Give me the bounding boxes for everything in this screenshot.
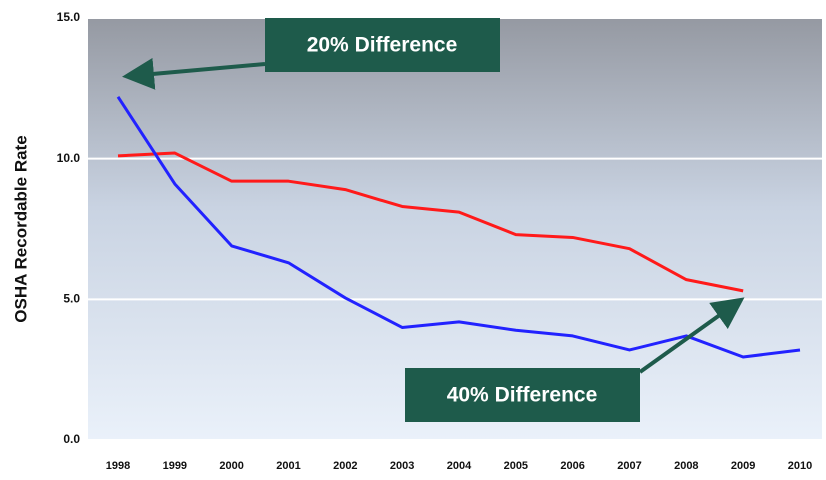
x-tick-label: 2000: [219, 460, 243, 472]
annotation-box: [265, 18, 500, 72]
x-tick-label: 2008: [674, 460, 698, 472]
y-tick-label: 0.0: [63, 432, 80, 446]
x-tick-label: 2007: [617, 460, 641, 472]
arrow: [122, 57, 266, 90]
x-tick-label: 2005: [504, 460, 528, 472]
x-tick-label: 2004: [447, 460, 472, 472]
y-tick-label: 10.0: [57, 151, 81, 165]
x-tick-label: 1999: [163, 460, 187, 472]
y-tick-label: 5.0: [63, 292, 80, 306]
annotation: 20% Difference: [307, 34, 458, 57]
arrow: [638, 297, 745, 374]
x-tick-label: 2003: [390, 460, 414, 472]
annotation: 40% Difference: [447, 384, 598, 407]
x-tick-label: 2010: [788, 460, 812, 472]
annotation-box: [405, 368, 640, 422]
x-tick-label: 2009: [731, 460, 755, 472]
x-tick-label: 2006: [560, 460, 584, 472]
y-tick-label: 15.0: [57, 10, 81, 24]
series-line: [116, 95, 801, 359]
x-tick-label: 1998: [106, 460, 130, 472]
x-tick-label: 2002: [333, 460, 357, 472]
series-line: [117, 151, 744, 293]
x-tick-label: 2001: [276, 460, 300, 472]
y-axis-label: OSHA Recordable Rate: [11, 135, 30, 322]
